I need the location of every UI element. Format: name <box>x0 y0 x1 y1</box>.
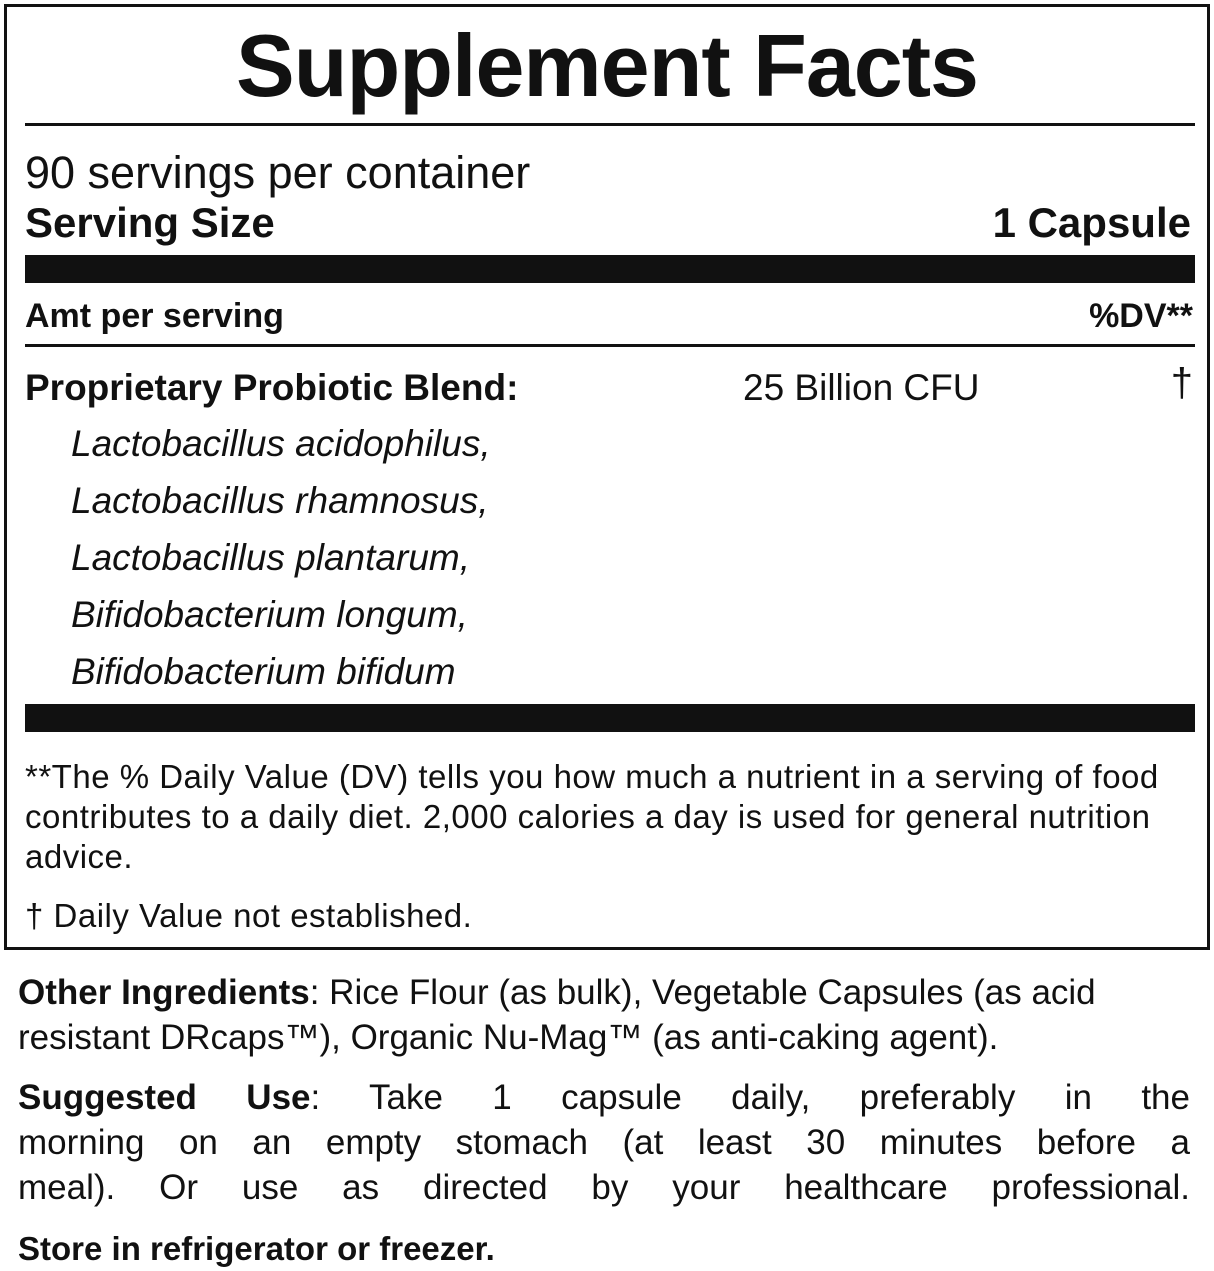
divider-thin <box>25 123 1195 126</box>
serving-size-value: 1 Capsule <box>992 199 1191 246</box>
dagger-footnote: † Daily Value not established. <box>25 897 473 934</box>
serving-size-label: Serving Size <box>25 199 275 246</box>
suggested-use-text: meal). Or use as directed by your health… <box>18 1168 1190 1207</box>
strain-item: Bifidobacterium longum, <box>71 594 468 635</box>
storage-instructions: Store in refrigerator or freezer. <box>18 1230 495 1267</box>
strain-item: Lactobacillus acidophilus, <box>71 423 491 464</box>
strain-item: Lactobacillus plantarum, <box>71 537 470 578</box>
blend-name: Proprietary Probiotic Blend: <box>25 367 519 408</box>
suggested-use-text: : Take 1 capsule daily, preferably in th… <box>310 1078 1190 1117</box>
other-ingredients: Other Ingredients: Rice Flour (as bulk),… <box>18 970 1190 1060</box>
blend-amount: 25 Billion CFU <box>743 367 980 408</box>
blend-dv: † <box>1170 361 1193 405</box>
divider-thin <box>25 344 1195 347</box>
amount-per-serving-label: Amt per serving <box>25 297 284 335</box>
other-ingredients-text: : Rice Flour (as bulk), Vegetable Capsul… <box>18 973 1096 1057</box>
suggested-use: Suggested Use: Take 1 capsule daily, pre… <box>18 1075 1190 1210</box>
strain-item: Lactobacillus rhamnosus, <box>71 480 489 521</box>
strain-item: Bifidobacterium bifidum <box>71 651 456 692</box>
dv-footnote: **The % Daily Value (DV) tells you how m… <box>25 758 1159 875</box>
daily-value-label: %DV** <box>1089 297 1193 335</box>
servings-per-container: 90 servings per container <box>25 147 531 198</box>
suggested-use-text: morning on an empty stomach (at least 30… <box>18 1123 1190 1162</box>
suggested-use-label: Suggested Use <box>18 1078 311 1117</box>
supplement-facts-panel: Supplement Facts 90 servings per contain… <box>4 4 1210 950</box>
divider-thick <box>25 704 1195 732</box>
divider-thick <box>25 255 1195 283</box>
other-ingredients-label: Other Ingredients <box>18 973 310 1012</box>
panel-title: Supplement Facts <box>236 16 979 115</box>
